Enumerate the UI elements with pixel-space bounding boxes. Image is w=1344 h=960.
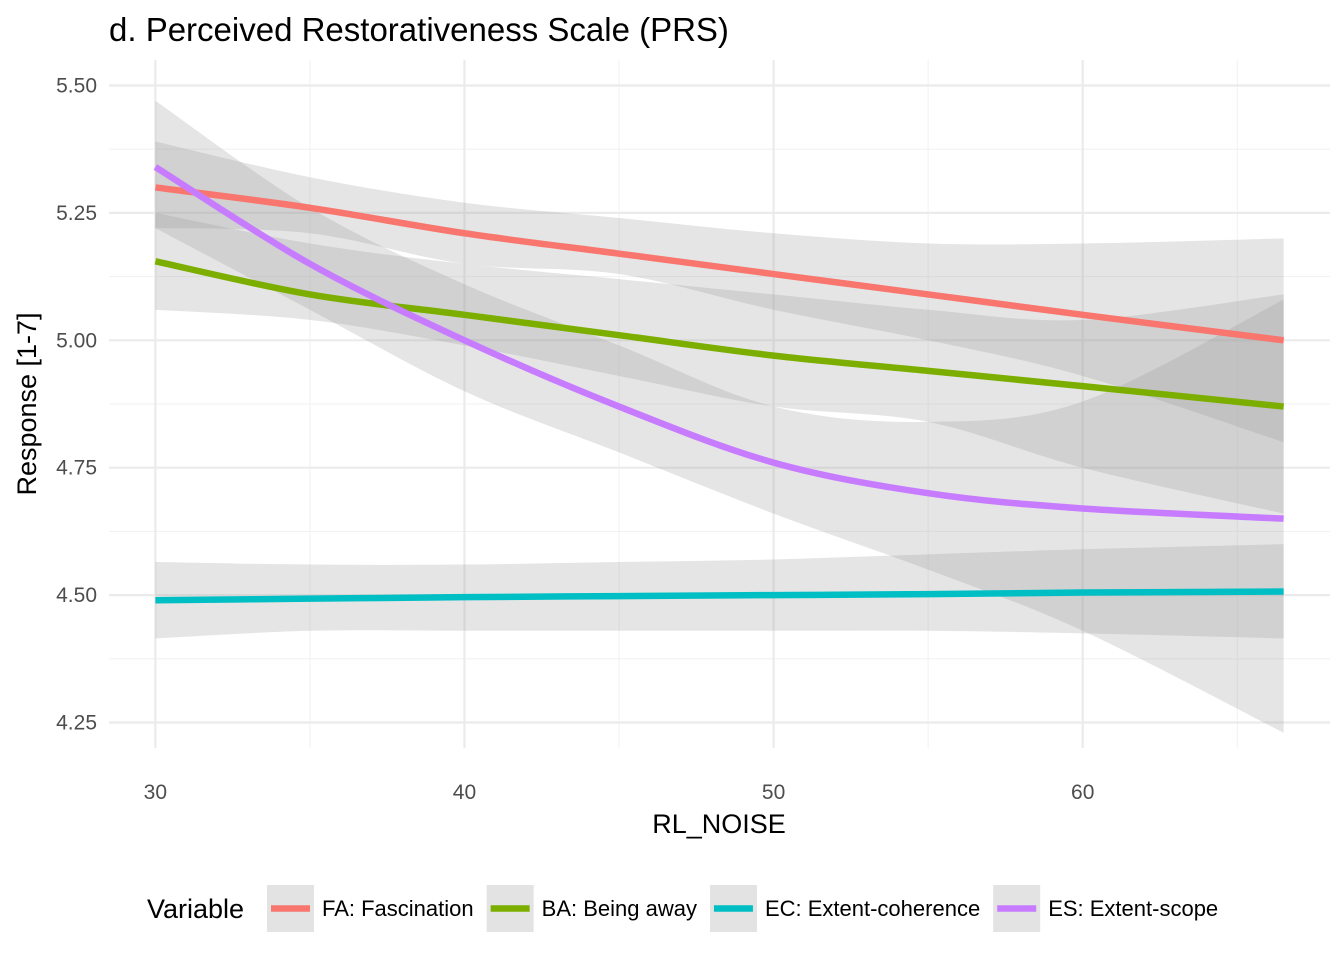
y-tick-label: 4.50 <box>56 584 97 607</box>
series-line-3 <box>155 588 1284 604</box>
y-tick-label: 4.75 <box>56 457 97 480</box>
legend-label: EC: Extent-coherence <box>765 896 980 921</box>
x-axis-title: RL_NOISE <box>652 809 786 839</box>
legend-item-1: FA: Fascination <box>267 885 474 932</box>
legend-title: Variable <box>147 894 244 924</box>
confidence-band-3 <box>155 544 1284 639</box>
confidence-band-2 <box>155 212 1284 514</box>
y-axis-ticks: 4.25 4.50 4.75 5.00 5.25 5.50 <box>56 74 97 734</box>
legend-label: BA: Being away <box>542 896 697 921</box>
confidence-band-4 <box>155 100 1284 733</box>
legend-item-3: EC: Extent-coherence <box>709 885 980 932</box>
legend-item-2: BA: Being away <box>486 885 697 932</box>
legend: Variable FA: Fascination BA: Being away EC… <box>147 885 1218 932</box>
confidence-band-1 <box>155 141 1284 443</box>
x-tick-label: 40 <box>453 781 476 804</box>
y-tick-label: 5.25 <box>56 202 97 225</box>
legend-item-4: ES: Extent-scope <box>993 885 1218 932</box>
series-line-1 <box>154 184 1285 344</box>
confidence-bands <box>155 100 1284 733</box>
series-line-4 <box>153 164 1284 522</box>
legend-label: FA: Fascination <box>322 896 474 921</box>
series-line-2 <box>154 258 1284 410</box>
legend-label: ES: Extent-scope <box>1048 896 1218 921</box>
x-tick-label: 50 <box>762 781 785 804</box>
minor-grid <box>109 60 1330 748</box>
x-axis-ticks: 30 40 50 60 <box>144 781 1095 804</box>
y-tick-label: 5.00 <box>56 329 97 352</box>
y-axis-title: Response [1-7] <box>12 312 42 495</box>
y-tick-label: 4.25 <box>56 712 97 735</box>
series-lines <box>153 164 1285 604</box>
chart-title: d. Perceived Restorativeness Scale (PRS) <box>109 11 729 48</box>
major-grid <box>109 60 1330 748</box>
x-tick-label: 30 <box>144 781 167 804</box>
x-tick-label: 60 <box>1071 781 1094 804</box>
y-tick-label: 5.50 <box>56 74 97 97</box>
